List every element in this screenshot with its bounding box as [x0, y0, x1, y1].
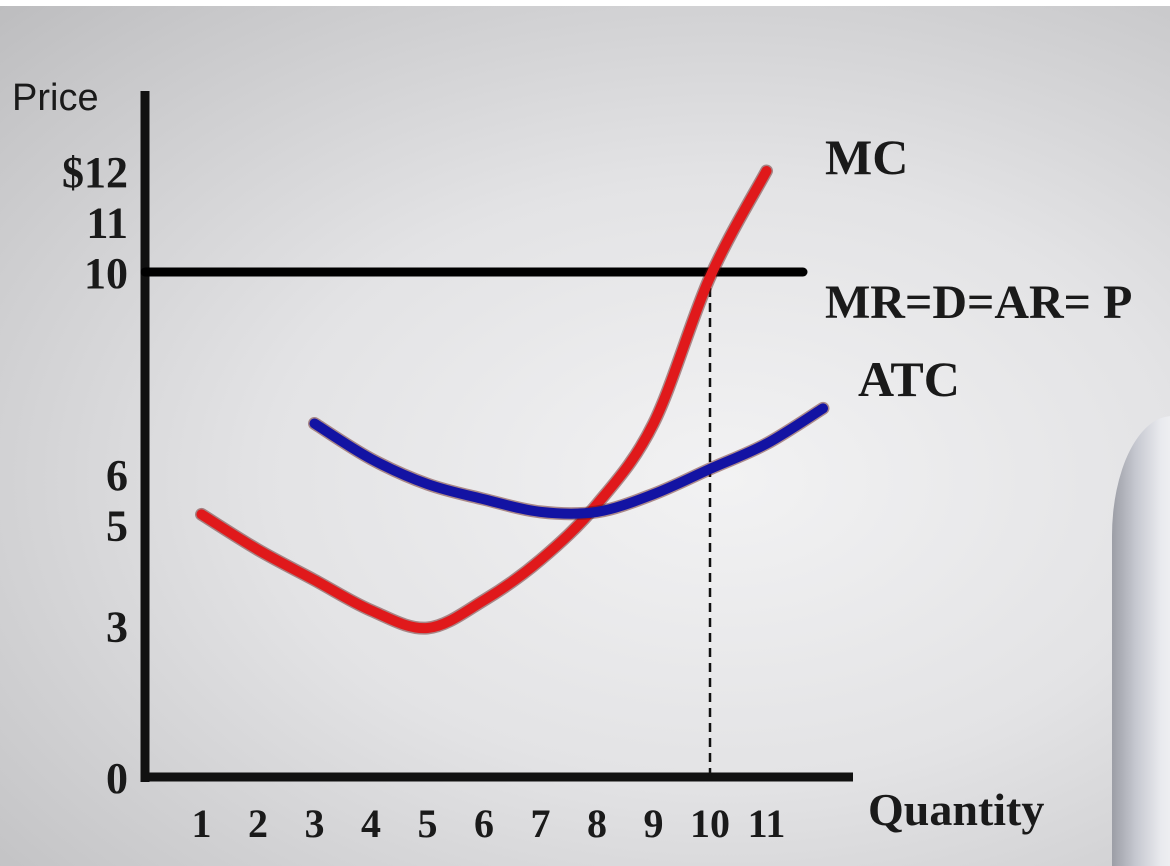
lecture-slide: Price Quantity 0 3 5 6 10 11 $12 1 2 3 4 5 6 7 8 9 10 11 MC A… — [0, 6, 1170, 866]
x-tick-label: 3 — [305, 801, 325, 846]
x-tick-label: 6 — [474, 801, 494, 846]
x-tick-label: 2 — [248, 801, 268, 846]
atc-curve-label: ATC — [858, 351, 960, 407]
y-tick-label: 11 — [86, 199, 128, 248]
x-tick-label: 4 — [361, 801, 381, 846]
x-tick-label: 5 — [418, 801, 438, 846]
atc-curve — [309, 403, 828, 519]
atc-curve-shadow — [308, 401, 830, 521]
x-tick-label: 1 — [192, 801, 212, 846]
mc-curve-label: MC — [825, 129, 908, 185]
x-tick-label: 7 — [531, 801, 551, 846]
presenter-figure — [1112, 416, 1170, 866]
x-tick-label: 10 — [690, 801, 730, 846]
y-axis-label: Price — [12, 77, 99, 119]
y-tick-label: 5 — [106, 502, 128, 551]
mc-curve — [196, 166, 772, 634]
x-axis-label: Quantity — [868, 784, 1044, 835]
y-tick-label: 0 — [106, 754, 128, 803]
axes — [140, 91, 853, 782]
y-tick-label: 6 — [106, 451, 128, 500]
x-tick-label: 8 — [587, 801, 607, 846]
y-tick-label: 10 — [84, 249, 128, 298]
y-tick-label: $12 — [62, 148, 128, 197]
mr-demand-line-label: MR=D=AR= P — [825, 276, 1132, 329]
series-layer — [140, 164, 830, 635]
x-tick-label: 11 — [748, 801, 786, 846]
x-tick-label: 9 — [644, 801, 664, 846]
y-tick-label: 3 — [106, 603, 128, 652]
